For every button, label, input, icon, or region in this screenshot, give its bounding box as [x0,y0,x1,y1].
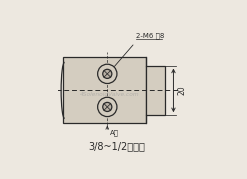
Bar [63,57,146,124]
Circle shape [98,97,117,117]
Text: A向: A向 [110,129,119,136]
Circle shape [98,64,117,83]
Text: 3/8~1/2安装孔: 3/8~1/2安装孔 [88,141,145,151]
Circle shape [103,69,112,78]
Text: 2-M6 深8: 2-M6 深8 [136,32,165,39]
Text: 20: 20 [178,86,186,95]
Bar [146,66,165,115]
Circle shape [103,102,112,112]
Text: 4SolenoidValve.com: 4SolenoidValve.com [80,92,140,97]
